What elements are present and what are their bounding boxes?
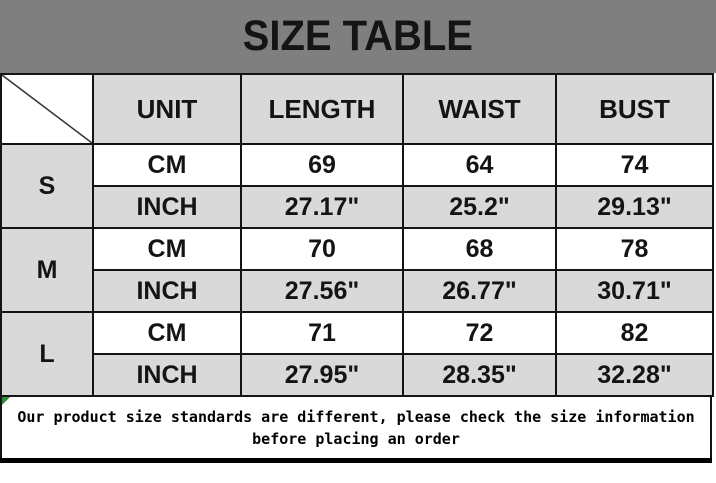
- table-row-l-inch: INCH 27.95" 28.35" 32.28": [1, 353, 714, 397]
- unit-cell-l-inch: INCH: [92, 353, 242, 397]
- cell-s-cm-waist: 64: [402, 143, 557, 187]
- page-title: SIZE TABLE: [242, 12, 474, 60]
- cell-l-cm-length: 71: [240, 311, 404, 355]
- cell-m-inch-waist: 26.77": [402, 269, 557, 313]
- cell-m-cm-waist: 68: [402, 227, 557, 271]
- bottom-divider: [0, 458, 712, 463]
- header-row: UNIT LENGTH WAIST BUST: [0, 73, 714, 145]
- col-header-waist: WAIST: [402, 73, 557, 145]
- cell-s-inch-waist: 25.2": [402, 185, 557, 229]
- cell-l-inch-length: 27.95": [240, 353, 404, 397]
- table-row-m-inch: INCH 27.56" 26.77" 30.71": [1, 269, 714, 313]
- cell-l-cm-waist: 72: [402, 311, 557, 355]
- comment-flag-triangle: [2, 397, 10, 405]
- col-header-bust: BUST: [555, 73, 714, 145]
- cell-l-cm-bust: 82: [555, 311, 714, 355]
- table-row-l-cm: L CM 71 72 82: [0, 311, 714, 397]
- note-line-1: Our product size standards are different…: [17, 407, 695, 426]
- table-row-s-cm: S CM 69 64 74: [0, 143, 714, 229]
- size-note: Our product size standards are different…: [0, 397, 712, 458]
- cell-s-cm-length: 69: [240, 143, 404, 187]
- unit-cell-m-cm: CM: [92, 227, 242, 271]
- col-header-unit: UNIT: [92, 73, 242, 145]
- unit-cell-l-cm: CM: [92, 311, 242, 355]
- title-bar: SIZE TABLE: [0, 0, 716, 73]
- diagonal-line: [2, 75, 92, 143]
- cell-m-inch-length: 27.56": [240, 269, 404, 313]
- cell-m-inch-bust: 30.71": [555, 269, 714, 313]
- cell-s-inch-length: 27.17": [240, 185, 404, 229]
- cell-m-cm-length: 70: [240, 227, 404, 271]
- cell-s-inch-bust: 29.13": [555, 185, 714, 229]
- col-header-length: LENGTH: [240, 73, 404, 145]
- cell-s-cm-bust: 74: [555, 143, 714, 187]
- corner-cell: [0, 73, 94, 145]
- table-row-s-inch: INCH 27.17" 25.2" 29.13": [1, 185, 714, 229]
- size-table: UNIT LENGTH WAIST BUST S CM 69 64 74 INC…: [0, 73, 714, 397]
- cell-l-inch-waist: 28.35": [402, 353, 557, 397]
- cell-m-cm-bust: 78: [555, 227, 714, 271]
- size-cell-s: S: [0, 143, 94, 229]
- unit-cell-m-inch: INCH: [92, 269, 242, 313]
- note-line-2: before placing an order: [252, 429, 460, 448]
- unit-cell-s-inch: INCH: [92, 185, 242, 229]
- unit-cell-s-cm: CM: [92, 143, 242, 187]
- cell-l-inch-bust: 32.28": [555, 353, 714, 397]
- table-row-m-cm: M CM 70 68 78: [0, 227, 714, 313]
- size-cell-l: L: [0, 311, 94, 397]
- size-cell-m: M: [0, 227, 94, 313]
